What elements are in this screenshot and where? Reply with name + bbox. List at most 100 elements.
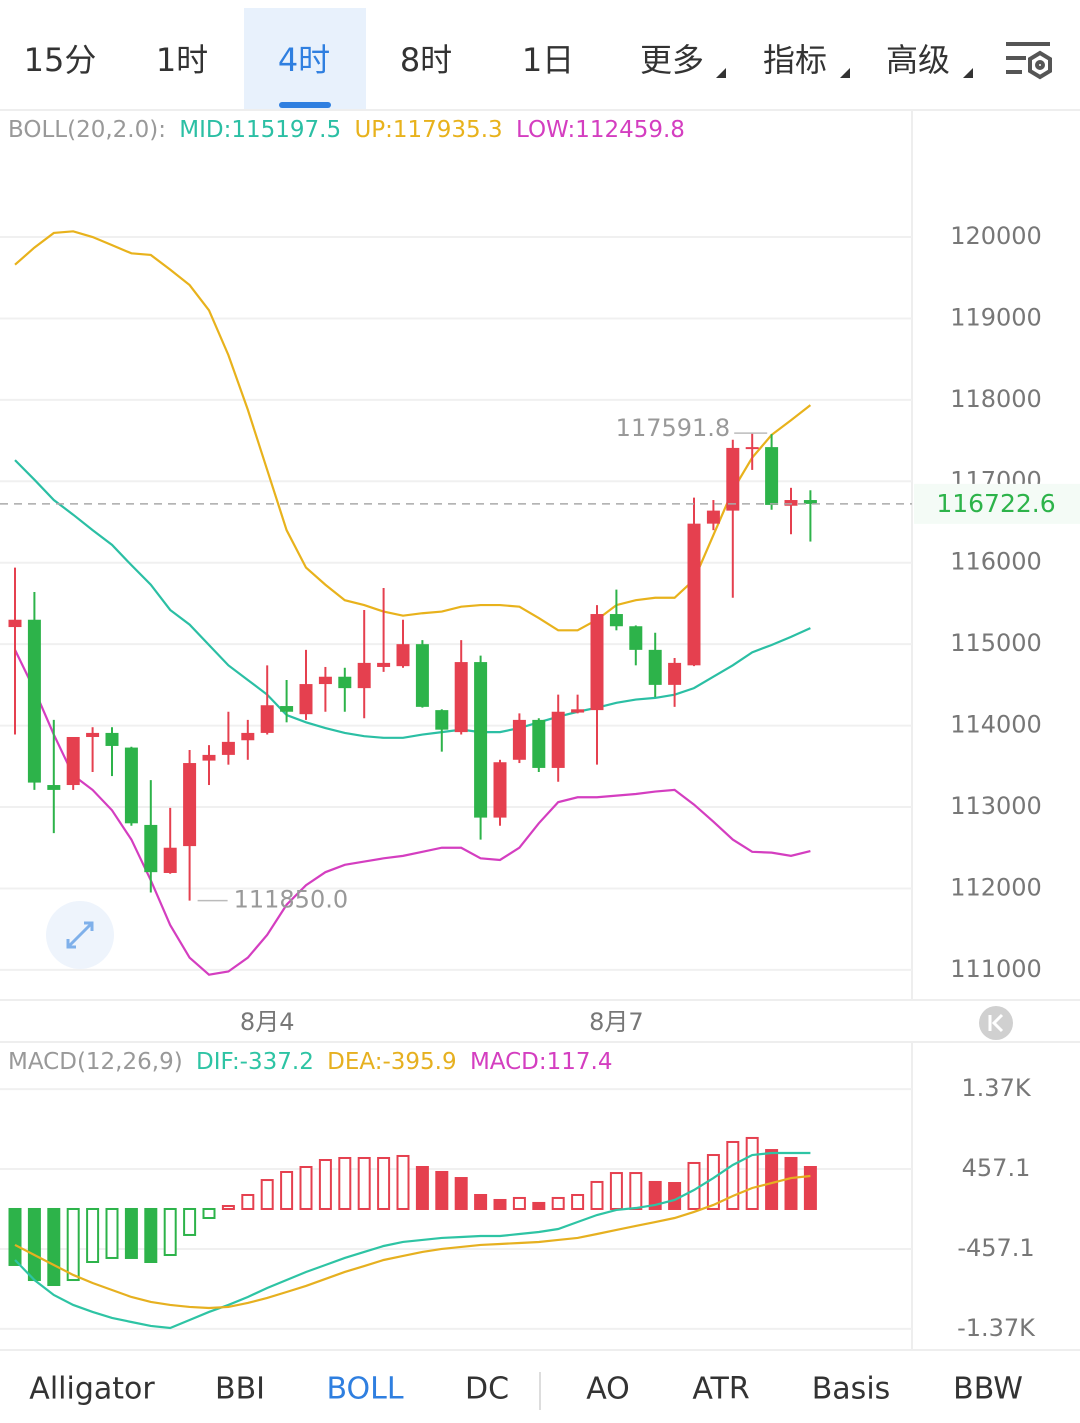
macd-bar (86, 1207, 100, 1264)
macd-bar (512, 1196, 526, 1210)
macd-bar (687, 1161, 701, 1210)
indicator-line (14, 459, 811, 739)
candle-body (745, 447, 759, 450)
macd-bar (338, 1156, 352, 1210)
candle-body (435, 710, 449, 730)
indicator-tab[interactable]: DC (465, 1372, 509, 1407)
macd-bar (299, 1166, 313, 1210)
macd-bar (745, 1136, 759, 1210)
legend-entry: MID:115197.5 (179, 117, 341, 143)
candle-body (241, 732, 255, 741)
macd-bar (377, 1156, 391, 1210)
candle-body (648, 649, 662, 685)
macd-bar (629, 1172, 643, 1210)
macd-bar (551, 1196, 565, 1210)
candle-body (202, 754, 216, 761)
macd-bar (706, 1154, 720, 1210)
indicator-tab[interactable]: BBW (953, 1372, 1023, 1407)
macd-bar (648, 1180, 662, 1210)
y-tick-label: 111000 (950, 955, 1042, 983)
candle-body (590, 614, 604, 711)
macd-bar (124, 1207, 138, 1259)
candle-body (27, 619, 41, 783)
candle-body (47, 785, 61, 790)
macd-bar (260, 1179, 274, 1210)
tab[interactable]: 4时 (278, 41, 330, 79)
y-tick-label: 115000 (950, 629, 1042, 657)
legend-entry: DIF:-337.2 (196, 1049, 314, 1075)
candle-body (183, 763, 197, 847)
indicator-tab[interactable]: BOLL (326, 1372, 403, 1407)
macd-bar (396, 1154, 410, 1210)
high-label: 117591.8 (616, 414, 731, 442)
macd-bar (590, 1180, 604, 1210)
candle-body (454, 662, 468, 733)
macd-bar (765, 1149, 779, 1210)
legend-entry: DEA:-395.9 (327, 1049, 456, 1075)
macd-bar (183, 1207, 197, 1236)
tab[interactable]: 15分 (24, 41, 97, 79)
macd-chart: -1.37K -457.1 457.1 1.37K (0, 1074, 1036, 1342)
x-tick-label: 8月7 (589, 1008, 644, 1036)
tab[interactable]: 高级 (886, 41, 950, 79)
macd-bar (571, 1193, 585, 1210)
dropdown-arrow (963, 68, 973, 78)
tab[interactable]: 1时 (156, 41, 208, 79)
candle-body (66, 736, 80, 786)
indicator-tab[interactable]: Basis (812, 1372, 891, 1407)
indicator-tab[interactable]: BBI (215, 1372, 265, 1407)
candle-body (687, 523, 701, 666)
settings-icon[interactable] (1006, 42, 1052, 80)
expand-button[interactable] (46, 901, 114, 969)
indicator-tab[interactable]: AO (586, 1372, 630, 1407)
candle-body (415, 644, 429, 707)
candle-body (803, 500, 817, 504)
candle-body (357, 662, 371, 689)
candle-body (706, 510, 720, 524)
tab-bar (0, 0, 1080, 110)
indicator-line (14, 1174, 811, 1310)
y-tick-label: 116000 (950, 548, 1042, 576)
macd-bar (27, 1207, 41, 1282)
legend-title: MACD(12,26,9) (8, 1049, 183, 1075)
candle-body (551, 711, 565, 768)
candle-body (86, 732, 100, 737)
tab[interactable]: 8时 (400, 41, 452, 79)
indicator-tab[interactable]: ATR (692, 1372, 749, 1407)
tab[interactable]: 更多 (640, 41, 704, 79)
y-tick-label: 114000 (950, 711, 1042, 739)
candle-body (396, 644, 410, 667)
macd-bar (202, 1207, 216, 1220)
last-price-label: 116722.6 (936, 489, 1055, 518)
candle-body (474, 662, 488, 818)
macd-bar (357, 1156, 371, 1210)
macd-bar (221, 1205, 235, 1210)
tab[interactable]: 指标 (763, 41, 827, 79)
low-label: 111850.0 (234, 886, 349, 914)
macd-bar (47, 1207, 61, 1287)
macd-bar (241, 1193, 255, 1210)
y-tick-label: 113000 (950, 792, 1042, 820)
macd-bar (435, 1170, 449, 1210)
candle-body (571, 709, 585, 713)
macd-bar (280, 1170, 294, 1210)
indicator-line (14, 649, 811, 976)
macd-bar (532, 1201, 546, 1210)
indicator-line (14, 230, 812, 632)
dropdown-arrow (716, 68, 726, 78)
candle-body (377, 662, 391, 667)
macd-bar (144, 1207, 158, 1264)
price-chart: 1110001120001130001140001150001160001170… (0, 222, 1080, 1036)
y-tick-label: 457.1 (962, 1154, 1031, 1182)
tab[interactable]: 1日 (522, 41, 574, 79)
candle-body (784, 500, 798, 506)
legend-entry: UP:117935.3 (354, 117, 502, 143)
reset-button[interactable] (979, 1006, 1013, 1040)
candle-body (144, 824, 158, 873)
y-tick-label: 112000 (950, 873, 1042, 901)
indicator-line (14, 1151, 811, 1330)
macd-bar (493, 1198, 507, 1210)
candle-body (668, 662, 682, 685)
indicator-tab[interactable]: Alligator (29, 1372, 155, 1407)
